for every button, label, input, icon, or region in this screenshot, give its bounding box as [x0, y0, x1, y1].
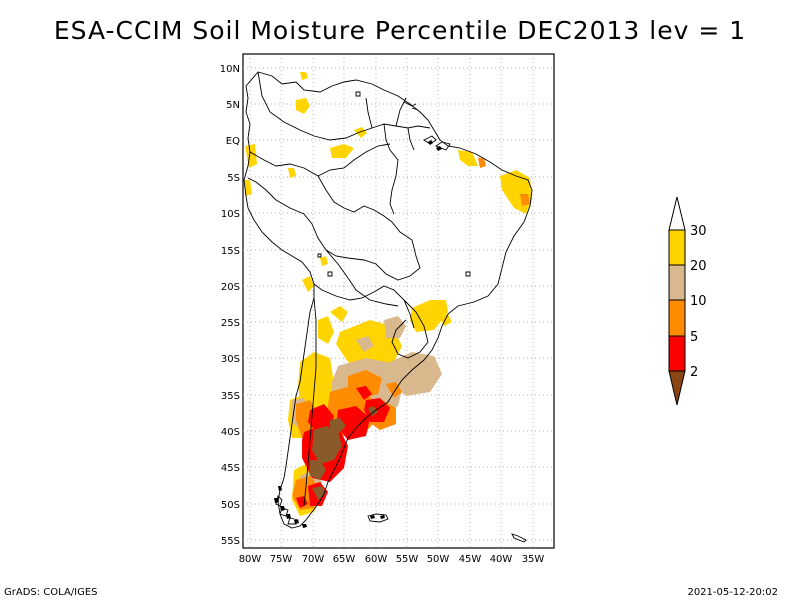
lat-label-20s: 20S: [221, 282, 240, 293]
lat-label-15s: 15S: [221, 246, 240, 257]
lon-labels: 80W 75W 70W 65W 60W 55W 50W 45W 40W 35W: [239, 554, 545, 565]
colorbar-label-10: 10: [690, 294, 707, 309]
southern-islands: [274, 140, 442, 528]
lon-label-70w: 70W: [302, 554, 325, 565]
lon-label-35w: 35W: [522, 554, 545, 565]
map-frame: [242, 53, 555, 549]
colorbar: [668, 196, 686, 406]
lon-label-80w: 80W: [239, 554, 262, 565]
colorbar-seg-10-20: [668, 264, 686, 301]
lat-label-50s: 50S: [221, 500, 240, 511]
colorbar-label-2: 2: [690, 365, 698, 380]
lat-labels: 10N 5N EQ 5S 10S 15S 20S 25S 30S 35S 40S…: [220, 64, 240, 547]
lat-label-35s: 35S: [221, 391, 240, 402]
lat-label-40s: 40S: [221, 427, 240, 438]
colorbar-label-5: 5: [690, 330, 698, 345]
lon-label-60w: 60W: [365, 554, 388, 565]
percentile-shading: [244, 72, 532, 516]
colorbar-seg-2-5: [668, 335, 686, 372]
colorbar-seg-5-10: [668, 299, 686, 337]
coastline-borders: [243, 71, 533, 543]
lat-label-55s: 55S: [221, 536, 240, 547]
lat-label-10s: 10S: [221, 209, 240, 220]
colorbar-seg-20-30: [668, 229, 686, 266]
colorbar-label-20: 20: [690, 259, 707, 274]
lat-label-5n: 5N: [226, 100, 240, 111]
south-america-coastline: [243, 71, 533, 529]
lat-label-25s: 25S: [221, 318, 240, 329]
footer-credit: GrADS: COLA/IGES: [4, 587, 98, 598]
lat-label-30s: 30S: [221, 354, 240, 365]
lon-label-45w: 45W: [459, 554, 482, 565]
lon-label-65w: 65W: [333, 554, 356, 565]
country-borders: [247, 71, 431, 507]
colorbar-bottom-arrow: [668, 370, 686, 406]
colorbar-top-arrow: [668, 196, 686, 231]
lat-label-45s: 45S: [221, 463, 240, 474]
colorbar-label-30: 30: [690, 224, 707, 239]
shade-0-2: [310, 406, 378, 500]
lon-label-55w: 55W: [396, 554, 419, 565]
lon-label-75w: 75W: [270, 554, 293, 565]
map-title: ESA-CCIM Soil Moisture Percentile DEC201…: [53, 16, 747, 45]
lat-label-10n: 10N: [220, 64, 240, 75]
lon-label-50w: 50W: [427, 554, 450, 565]
falkland-islands: [367, 513, 389, 523]
lat-label-5s: 5S: [227, 173, 240, 184]
colorbar-labels: 30 20 10 5 2: [690, 224, 707, 380]
lon-label-40w: 40W: [490, 554, 513, 565]
lat-label-eq: EQ: [226, 136, 240, 147]
footer-timestamp: 2021-05-12-20:02: [687, 587, 778, 598]
